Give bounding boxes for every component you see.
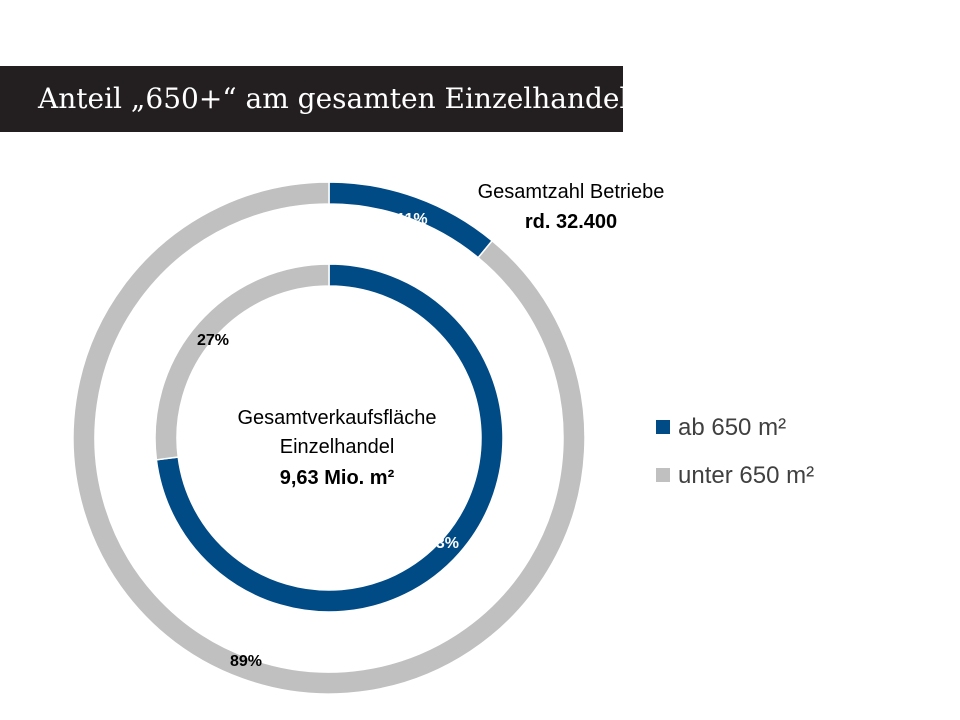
outer-ring-slice-unter-650 <box>72 181 586 695</box>
legend-label-ab-650: ab 650 m² <box>678 414 787 441</box>
outer-value-label-ab-650: 11% <box>396 211 427 228</box>
outer-ring-title: Gesamtzahl Betriebe <box>478 181 665 203</box>
inner-ring-title-line2: Einzelhandel <box>280 436 395 458</box>
inner-ring-verkaufsflaeche <box>154 263 504 613</box>
legend-swatch-ab-650 <box>656 419 670 434</box>
legend-label-unter-650: unter 650 m² <box>678 462 815 489</box>
legend-swatch-unter-650 <box>656 467 670 482</box>
outer-ring-total: rd. 32.400 <box>525 211 617 233</box>
inner-value-label-ab-650: 73% <box>427 535 459 552</box>
legend-item-ab-650: ab 650 m² <box>656 414 786 442</box>
chart-title: Anteil „650+“ am gesamten Einzelhandel <box>0 66 628 132</box>
inner-value-label-unter-650: 27% <box>197 332 229 349</box>
inner-ring-slice-unter-650 <box>154 263 330 461</box>
outer-ring-betriebe <box>72 181 586 695</box>
inner-ring-slice-ab-650 <box>155 263 504 613</box>
outer-value-label-unter-650: 89% <box>230 653 262 670</box>
inner-ring-total: 9,63 Mio. m² <box>280 467 395 489</box>
inner-ring-title-line1: Gesamtverkaufsfläche <box>238 407 437 429</box>
legend-item-unter-650: unter 650 m² <box>656 462 814 490</box>
